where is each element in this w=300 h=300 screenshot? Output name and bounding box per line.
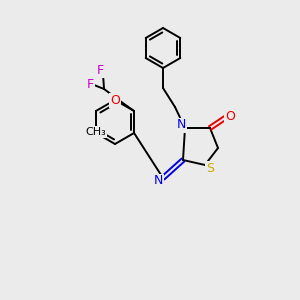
Text: F: F	[97, 64, 104, 76]
Text: O: O	[225, 110, 235, 124]
Text: O: O	[110, 94, 120, 106]
Text: N: N	[176, 118, 186, 131]
Text: F: F	[86, 77, 94, 91]
Text: S: S	[206, 161, 214, 175]
Text: N: N	[153, 175, 163, 188]
Text: CH₃: CH₃	[85, 127, 106, 137]
